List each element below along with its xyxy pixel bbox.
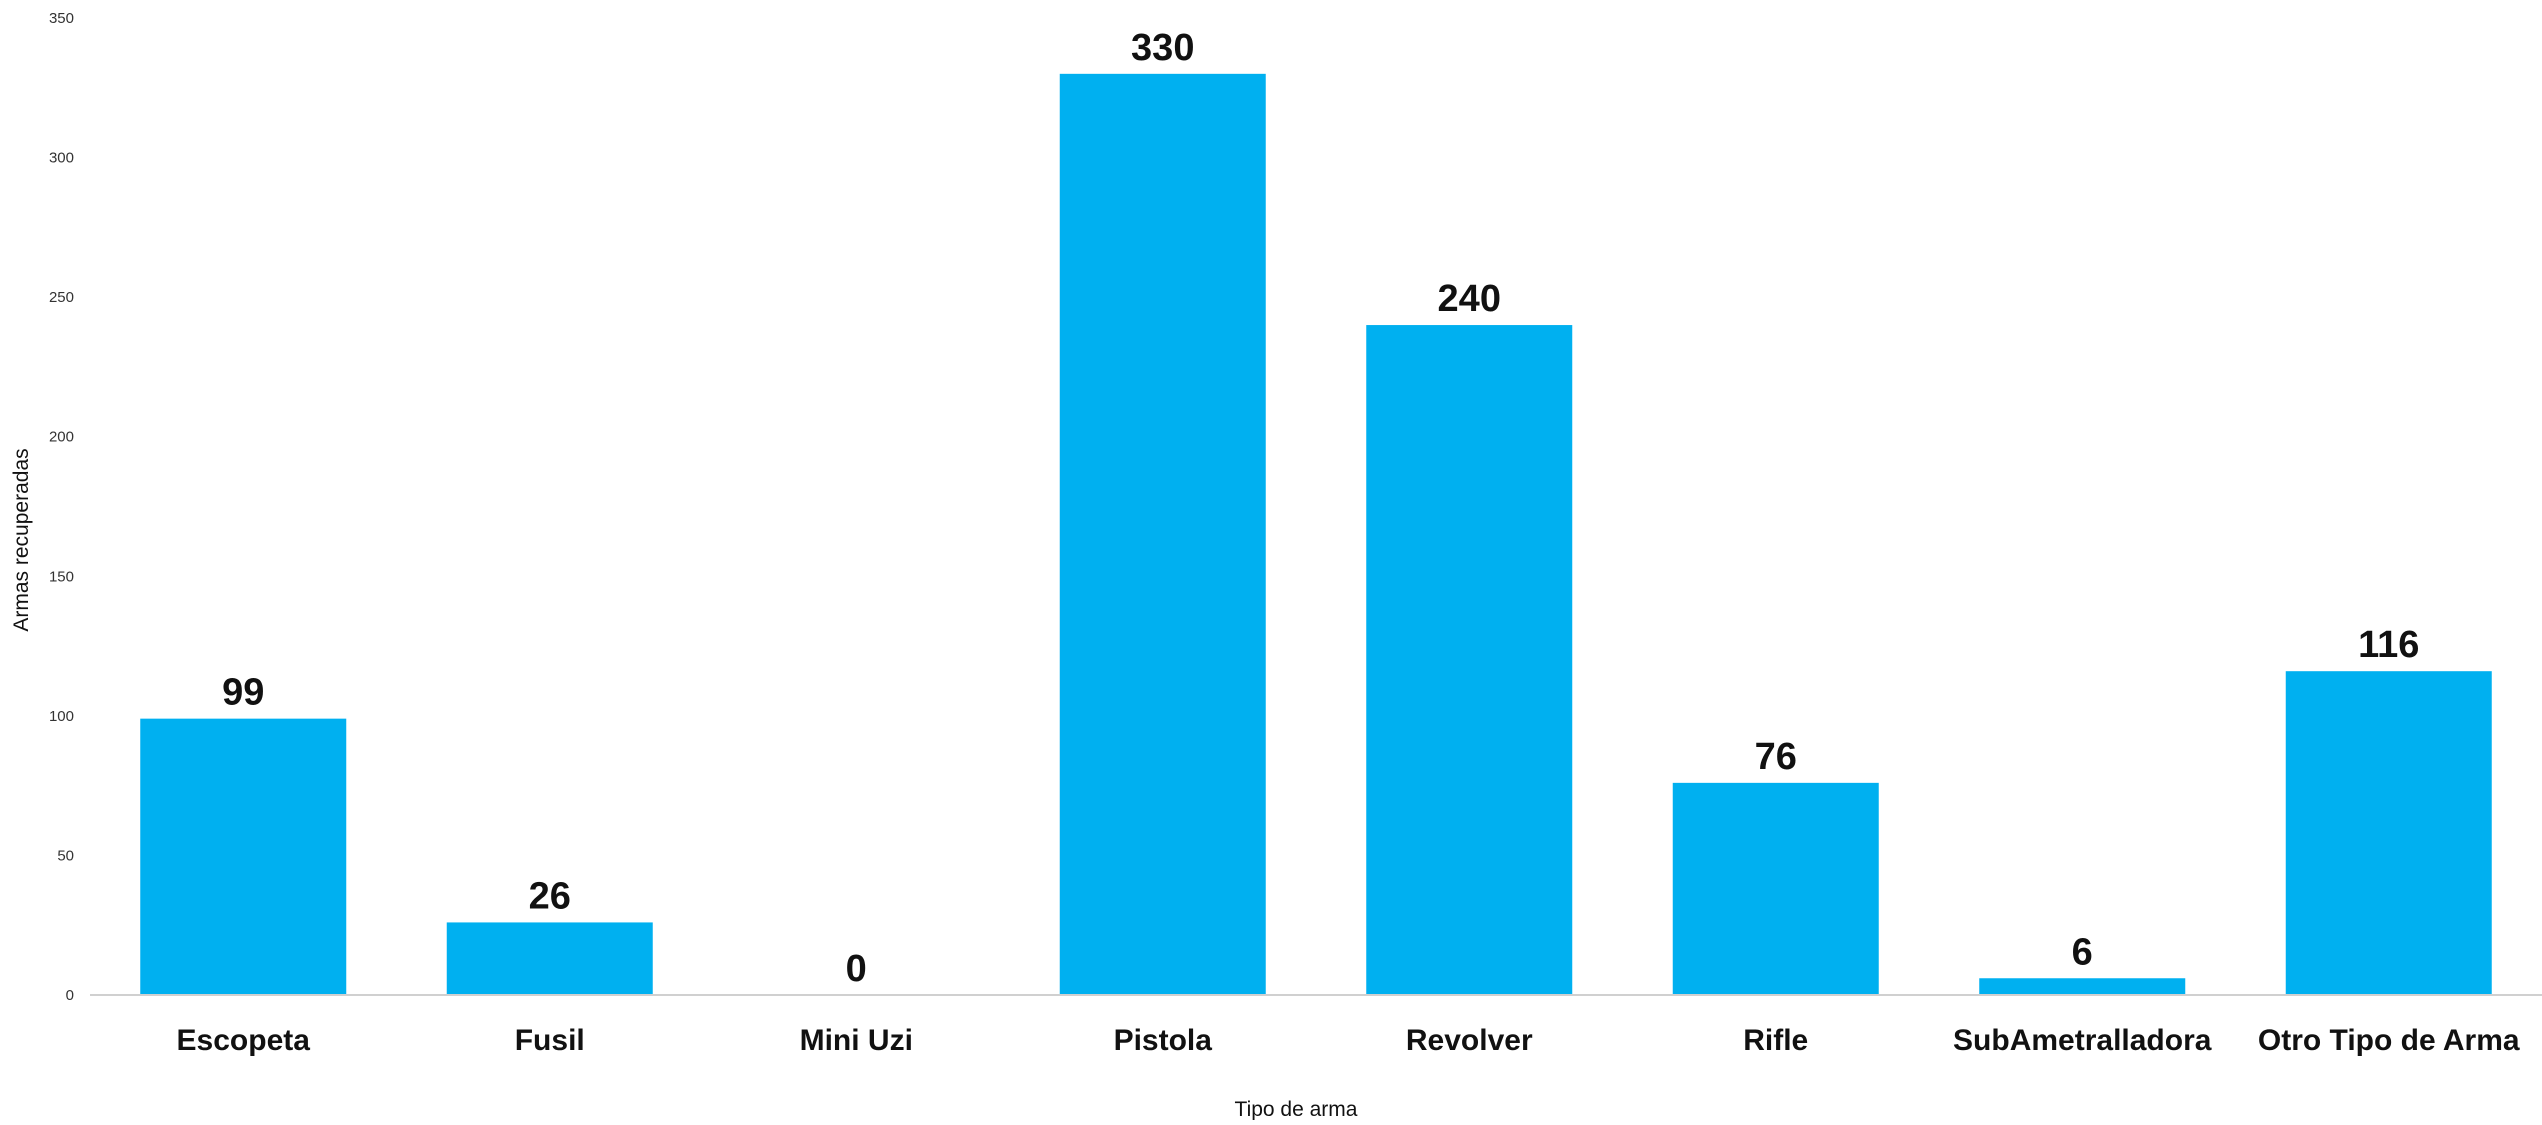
category-label: SubAmetralladora (1953, 1024, 2212, 1057)
data-label: 99 (222, 672, 264, 714)
bar (446, 922, 653, 995)
y-axis-title: Armas recuperadas (10, 448, 33, 631)
data-label: 26 (529, 875, 571, 917)
bars (140, 73, 2492, 996)
data-label: 116 (2358, 624, 2419, 666)
data-labels: 99 26 0 330 240 76 6 116 (222, 27, 2419, 990)
bar (140, 718, 347, 995)
y-tick-label: 200 (49, 429, 74, 446)
data-label: 0 (846, 948, 867, 990)
y-tick-label: 300 (49, 150, 74, 167)
bar (1059, 73, 1266, 996)
y-tick-label: 0 (66, 987, 74, 1004)
x-axis-title: Tipo de arma (1235, 1098, 1358, 1120)
y-tick-label: 100 (49, 708, 74, 725)
data-label: 76 (1755, 736, 1797, 778)
data-label: 240 (1438, 278, 1501, 320)
y-tick-label: 250 (49, 289, 74, 306)
category-labels: Escopeta Fusil Mini Uzi Pistola Revolver Rifl… (177, 1024, 2520, 1057)
bar (1366, 325, 1573, 995)
bar (1979, 978, 2186, 995)
category-label: Otro Tipo de Arma (2258, 1024, 2520, 1057)
category-label: Mini Uzi (800, 1024, 913, 1057)
data-label: 330 (1131, 27, 1194, 69)
y-axis-ticks: 0 50 100 150 200 250 300 350 (49, 10, 74, 1004)
category-label: Escopeta (177, 1024, 311, 1057)
y-tick-label: 150 (49, 568, 74, 585)
bar (2285, 671, 2492, 995)
category-label: Fusil (515, 1024, 585, 1057)
y-tick-label: 350 (49, 10, 74, 27)
bar (1672, 782, 1879, 995)
category-label: Pistola (1114, 1024, 1213, 1057)
data-label: 6 (2072, 931, 2093, 973)
category-label: Revolver (1406, 1024, 1533, 1057)
category-label: Rifle (1743, 1024, 1808, 1057)
y-tick-label: 50 (57, 847, 74, 864)
